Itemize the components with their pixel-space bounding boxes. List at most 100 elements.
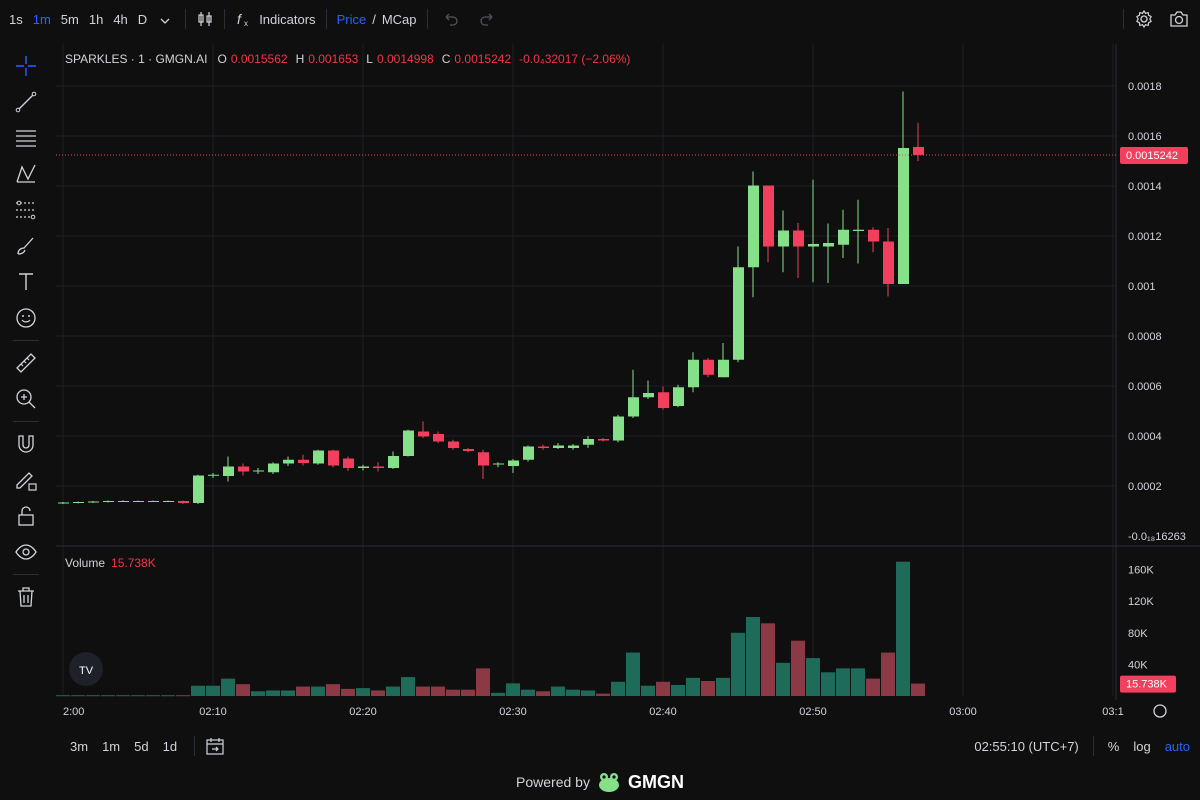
candle-body[interactable] [403,430,414,457]
fib-tool[interactable] [0,192,52,228]
candle-body[interactable] [823,243,834,247]
candle-body[interactable] [73,502,84,503]
visibility-tool[interactable] [0,534,52,570]
price-chart[interactable]: 0.0018 0.0016 0.0014 0.0012 0.001 0.0008 0.000… [56,44,1200,724]
timeframe-4h[interactable]: 4h [113,11,128,27]
candle-body[interactable] [433,434,444,442]
pattern-tool[interactable] [0,156,52,192]
log-scale-toggle[interactable]: log [1133,738,1151,754]
goto-date-button[interactable] [205,736,225,756]
redo-button[interactable] [478,10,496,28]
candle-body[interactable] [778,230,789,247]
candle-body[interactable] [508,460,519,467]
candle-body[interactable] [208,474,219,476]
crosshair-tool[interactable] [0,48,52,84]
candle-body[interactable] [628,397,639,417]
candle-body[interactable] [58,502,69,504]
candle-body[interactable] [463,449,474,451]
settings-button[interactable] [1134,9,1154,29]
screenshot-button[interactable] [1168,9,1190,29]
candle-body[interactable] [583,439,594,445]
delete-tool[interactable] [0,579,52,615]
axis-settings-gear-icon[interactable] [1153,704,1167,718]
candle-body[interactable] [448,441,459,449]
text-tool[interactable] [0,264,52,300]
candle-body[interactable] [118,501,129,502]
candle-body[interactable] [568,445,579,449]
candle-body[interactable] [853,229,864,231]
candle-body[interactable] [538,446,549,449]
candle-body[interactable] [883,241,894,285]
candle-body[interactable] [913,146,924,155]
candle-body[interactable] [523,446,534,460]
range-3m[interactable]: 3m [70,738,89,754]
candle-body[interactable] [313,450,324,464]
range-1m[interactable]: 1m [102,738,121,754]
candle-body[interactable] [613,416,624,441]
candle-body[interactable] [793,230,804,247]
candle-body[interactable] [343,458,354,469]
candle-body[interactable] [163,501,174,502]
candle-body[interactable] [493,463,504,465]
percent-scale-toggle[interactable]: % [1107,738,1120,754]
clock-time[interactable]: 02:55:10 (UTC+7) [974,738,1079,754]
candle-body[interactable] [178,501,189,503]
auto-scale-toggle[interactable]: auto [1164,738,1190,754]
candle-body[interactable] [328,450,339,466]
candle-body[interactable] [673,387,684,406]
candle-body[interactable] [283,459,294,464]
drawing-mode-tool[interactable] [0,462,52,498]
timeframe-dropdown-chevron-icon[interactable] [152,12,175,27]
timeframe-1m[interactable]: 1m [32,11,51,27]
symbol-label[interactable]: SPARKLES · 1 · GMGN.AI [65,52,208,66]
mcap-option[interactable]: MCap [381,11,417,27]
candle-body[interactable] [88,501,99,503]
price-option[interactable]: Price [336,11,367,27]
lock-tool[interactable] [0,498,52,534]
candle-body[interactable] [733,267,744,360]
candle-body[interactable] [223,466,234,477]
candle-body[interactable] [193,475,204,504]
candle-body[interactable] [643,393,654,398]
candle-body[interactable] [748,185,759,268]
candle-body[interactable] [133,501,144,502]
candle-body[interactable] [418,431,429,437]
candle-style-button[interactable] [196,10,214,28]
candle-body[interactable] [388,456,399,468]
timeframe-1s[interactable]: 1s [9,11,23,27]
candle-body[interactable] [898,148,909,284]
range-1d[interactable]: 1d [162,738,178,754]
candle-body[interactable] [718,359,729,378]
candle-body[interactable] [103,501,114,502]
timeframe-D[interactable]: D [137,11,148,27]
candle-body[interactable] [268,463,279,473]
candle-body[interactable] [298,459,309,463]
candle-body[interactable] [838,229,849,245]
candle-body[interactable] [658,392,669,408]
undo-button[interactable] [442,10,460,28]
emoji-tool[interactable] [0,300,52,336]
candle-body[interactable] [763,185,774,247]
candle-body[interactable] [478,452,489,466]
candle-body[interactable] [703,359,714,375]
horizontal-lines-tool[interactable] [0,120,52,156]
timeframe-1h[interactable]: 1h [88,11,104,27]
candle-body[interactable] [808,244,819,247]
timeframe-5m[interactable]: 5m [60,11,79,27]
candle-body[interactable] [598,439,609,441]
magnet-tool[interactable] [0,426,52,462]
range-5d[interactable]: 5d [134,738,149,754]
price-mcap-toggle[interactable]: Price / MCap [337,12,417,27]
candle-body[interactable] [358,466,369,469]
candle-body[interactable] [553,445,564,449]
candle-body[interactable] [688,359,699,388]
zoom-tool[interactable] [0,381,52,417]
candle-body[interactable] [253,470,264,472]
candle-body[interactable] [373,466,384,469]
trend-line-tool[interactable] [0,84,52,120]
candle-body[interactable] [148,501,159,502]
candle-body[interactable] [238,466,249,472]
measure-tool[interactable] [0,345,52,381]
brush-tool[interactable] [0,228,52,264]
